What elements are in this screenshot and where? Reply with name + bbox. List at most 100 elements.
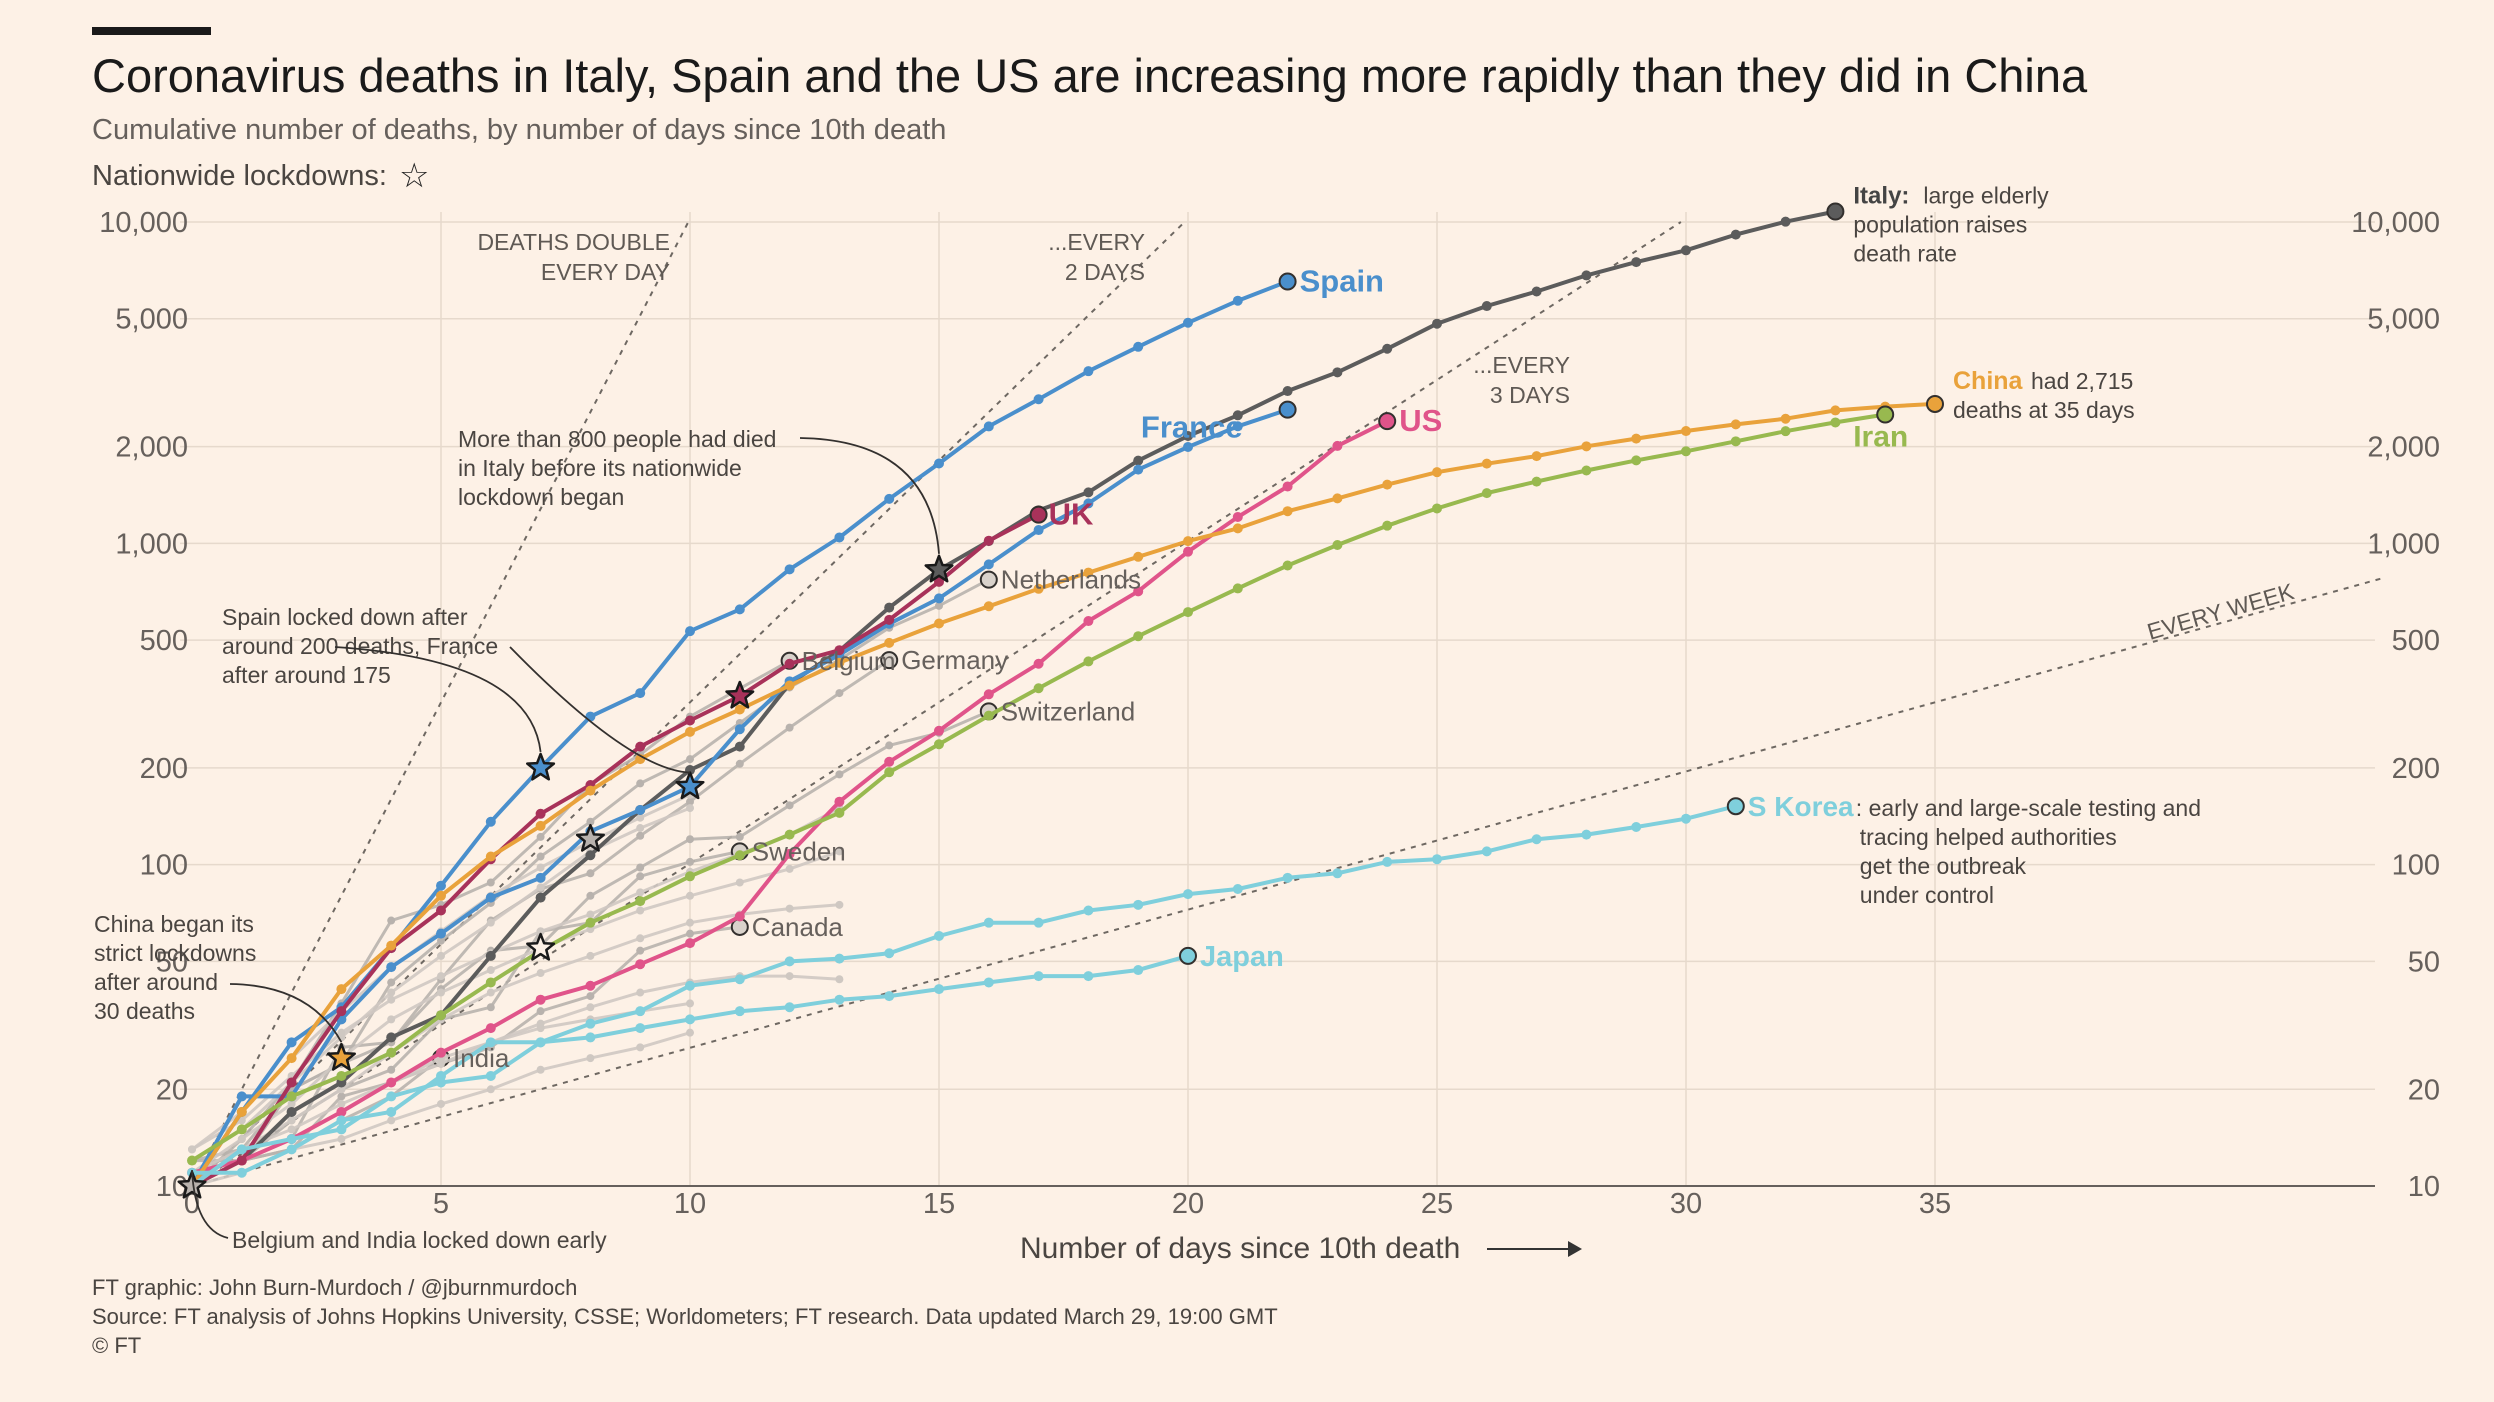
series-line	[191, 903, 840, 1188]
y-tick-label-right: 2,000	[2367, 432, 2440, 464]
data-point	[983, 977, 994, 988]
data-point	[1133, 455, 1144, 466]
data-point	[884, 493, 895, 504]
data-point	[387, 1116, 396, 1125]
data-point	[336, 1124, 347, 1135]
data-point	[287, 1125, 296, 1134]
data-point	[1033, 394, 1044, 405]
data-point	[1083, 567, 1094, 578]
data-point	[486, 966, 495, 975]
data-point	[336, 984, 347, 995]
data-point	[286, 1106, 297, 1117]
x-axis-label: Number of days since 10th death	[1020, 1232, 1460, 1265]
data-point	[536, 863, 545, 872]
data-point	[835, 900, 844, 909]
data-point	[1581, 270, 1592, 281]
data-point	[635, 741, 646, 752]
data-point	[1183, 430, 1193, 441]
data-point	[286, 1144, 297, 1155]
data-point	[287, 1116, 296, 1125]
data-point	[686, 797, 694, 806]
data-point	[983, 421, 994, 432]
series-end-marker	[1926, 394, 1944, 413]
series-france	[187, 400, 1297, 1191]
data-point	[1183, 889, 1193, 900]
data-point	[286, 1077, 297, 1088]
series-end-marker	[1029, 505, 1048, 524]
series-label-iran: Iran	[1853, 421, 1908, 454]
data-point	[1332, 440, 1343, 451]
data-point	[336, 1070, 347, 1081]
lockdown-star-icon	[924, 554, 954, 583]
series-line	[191, 974, 840, 1175]
data-point	[735, 759, 744, 768]
data-point	[1780, 216, 1791, 227]
data-point	[686, 857, 694, 866]
data-point	[286, 1053, 297, 1064]
data-point	[685, 980, 695, 991]
data-point	[236, 1155, 247, 1166]
data-point	[585, 1032, 596, 1043]
doubling-label-line: EVERY WEEK	[2144, 578, 2297, 645]
data-point	[485, 892, 496, 903]
data-point	[636, 824, 645, 833]
data-point	[983, 601, 994, 612]
doubling-label-line: 3 DAYS	[1490, 382, 1570, 408]
data-point	[834, 994, 845, 1005]
data-point	[1282, 481, 1293, 492]
data-point	[635, 688, 646, 699]
data-point	[834, 807, 845, 818]
data-point	[784, 829, 795, 840]
annotation-line: 30 deaths	[94, 998, 195, 1024]
y-tick-label-right: 10,000	[2351, 207, 2440, 239]
annotation-leader	[799, 437, 940, 554]
data-point	[784, 564, 795, 575]
data-point	[1083, 905, 1094, 916]
data-point	[835, 689, 844, 698]
doubling-label: DEATHS DOUBLE EVERY DAY	[477, 229, 670, 285]
data-point	[1232, 421, 1243, 432]
doubling-label: ...EVERY 2 DAYS	[1048, 229, 1145, 285]
data-point	[535, 808, 546, 819]
data-point	[636, 906, 645, 915]
data-point	[486, 878, 495, 887]
data-point	[734, 741, 745, 752]
data-point	[486, 1085, 495, 1094]
data-point	[785, 801, 794, 810]
data-point	[337, 1085, 346, 1094]
data-point	[884, 948, 895, 959]
data-point	[685, 715, 695, 726]
data-point	[1083, 971, 1094, 982]
data-point	[386, 962, 397, 973]
data-point	[1282, 560, 1293, 571]
series-label-canada: Canada	[752, 912, 844, 942]
data-point	[934, 618, 944, 629]
data-point	[188, 1145, 196, 1154]
data-point	[586, 1054, 595, 1063]
data-point	[1033, 971, 1044, 982]
data-point	[437, 1099, 445, 1108]
data-point	[436, 1010, 446, 1021]
data-point	[636, 813, 645, 822]
data-point	[437, 951, 445, 960]
x-tick-label: 25	[1421, 1188, 1453, 1220]
series-label-uk: UK	[1049, 497, 1094, 532]
data-point	[486, 1003, 495, 1012]
doubling-line	[191, 221, 1682, 1187]
y-tick-label-left: 200	[140, 753, 188, 785]
data-point	[884, 756, 895, 767]
data-point	[784, 680, 795, 691]
annotation-leader	[191, 1169, 229, 1239]
data-point	[387, 916, 396, 925]
data-point	[536, 832, 545, 841]
series-end-marker	[979, 570, 998, 589]
data-point	[983, 559, 994, 570]
annotation-line: around 200 deaths, France	[222, 633, 498, 659]
data-point	[735, 878, 744, 887]
data-point	[1382, 343, 1393, 354]
doubling-label-line: ...EVERY	[1473, 352, 1570, 378]
lockdown-legend-label: Nationwide lockdowns:	[92, 159, 387, 192]
data-point	[1730, 419, 1741, 430]
y-tick-label-left: 1,000	[115, 528, 188, 560]
data-point	[437, 988, 445, 997]
